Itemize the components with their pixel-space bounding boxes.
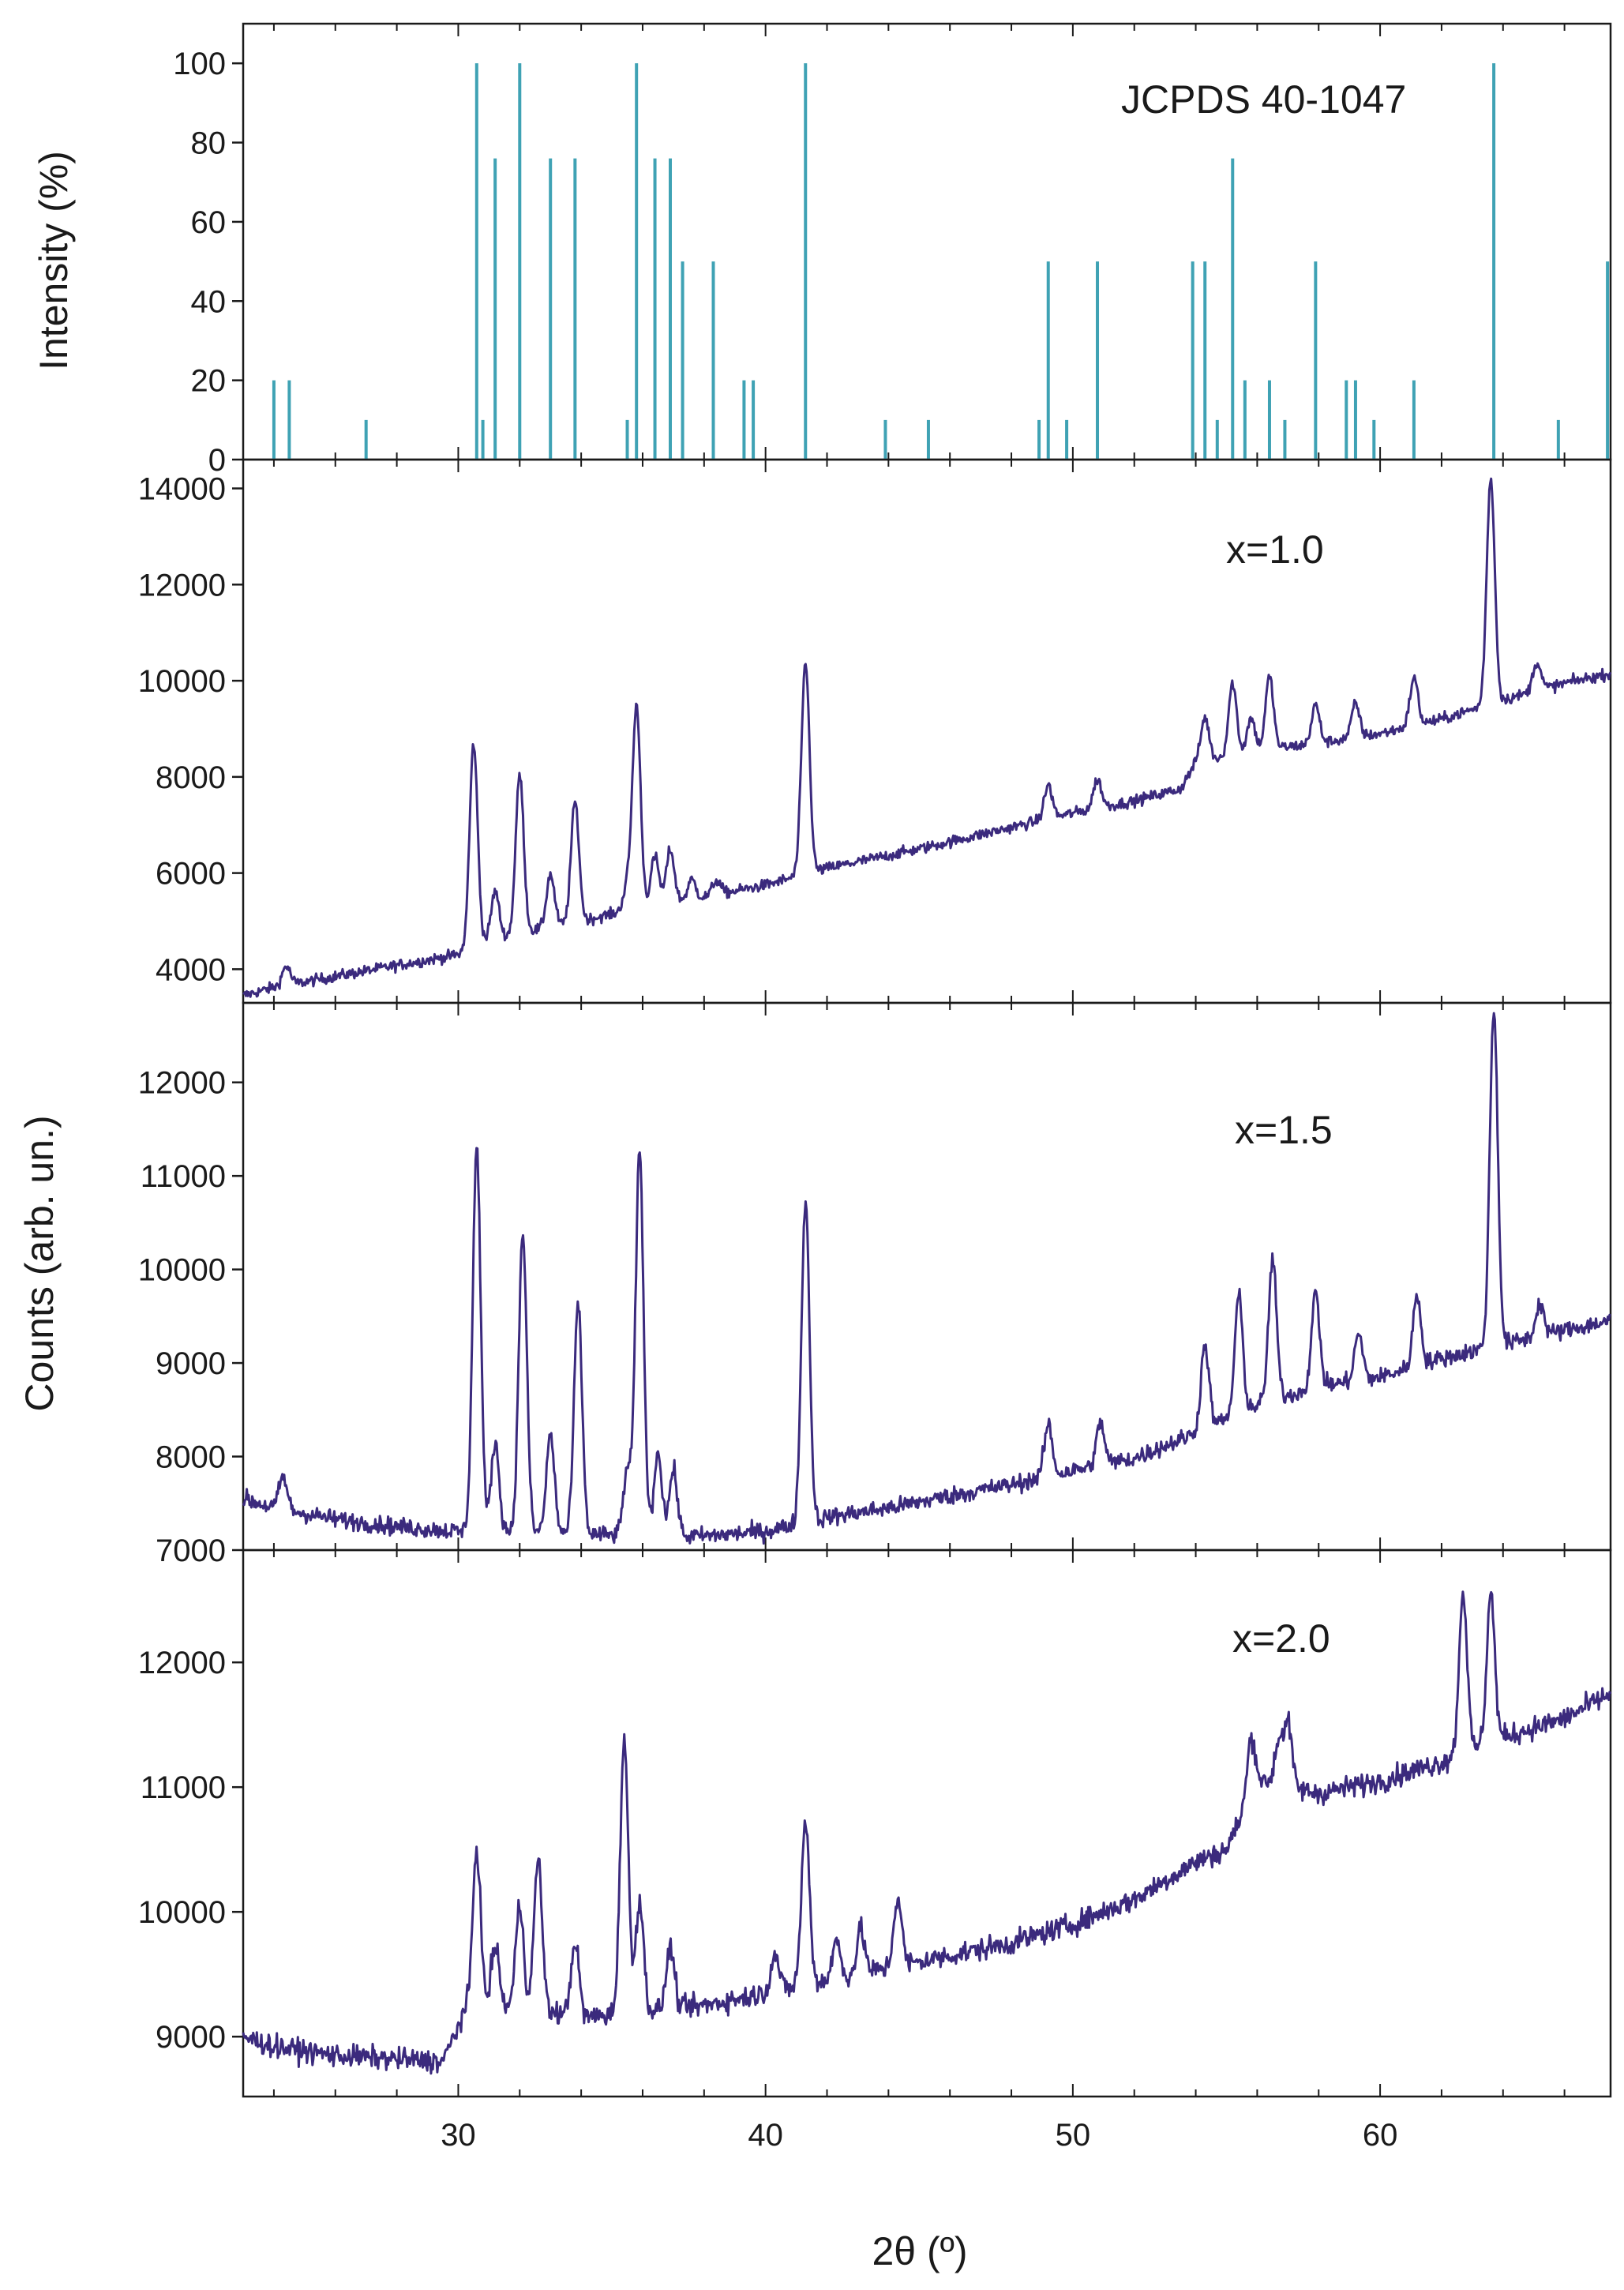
- x-tick-label: 60: [1363, 2118, 1398, 2153]
- x-tick-label: 40: [748, 2118, 783, 2153]
- y-tick-label: 12000: [138, 568, 226, 603]
- x-tick-label: 50: [1056, 2118, 1091, 2153]
- y-tick-label: 8000: [156, 1440, 226, 1475]
- y-tick-label: 10000: [138, 1253, 226, 1288]
- y-tick-label: 9000: [156, 2020, 226, 2055]
- y-tick-label: 40: [191, 284, 227, 319]
- y-tick-label: 0: [208, 443, 226, 478]
- x-axis-title: 2θ (º): [872, 2229, 967, 2273]
- y-tick-label: 11000: [141, 1770, 226, 1805]
- x-tick-label: 30: [441, 2118, 476, 2153]
- y-tick-label: 9000: [156, 1346, 226, 1381]
- xrd-pattern-line: [242, 477, 1612, 998]
- y-tick-label: 12000: [138, 1646, 226, 1680]
- y-tick-label: 7000: [156, 1534, 226, 1568]
- series-label-x1-5: x=1.5: [1235, 1108, 1333, 1152]
- series-label-x2-0: x=2.0: [1232, 1616, 1330, 1661]
- xrd-pattern-line: [242, 1012, 1611, 1545]
- y-tick-label: 12000: [138, 1066, 226, 1101]
- panel-x-2-0: 9000 10000 11000 12000: [138, 1549, 1612, 2098]
- series-label-x1-0: x=1.0: [1226, 527, 1324, 572]
- panels: 0 20 40 60 80 100 4000 6000 8000 10000 12000 14000 7…: [138, 22, 1612, 2153]
- y-tick-label: 100: [173, 47, 226, 81]
- y-tick-label: 6000: [156, 857, 226, 892]
- reference-y-axis-title: Intensity (%): [32, 151, 76, 370]
- panel-x-1-5: 7000 8000 9000 10000 11000 12000: [138, 1001, 1612, 1568]
- reference-card-label: JCPDS 40-1047: [1121, 77, 1406, 122]
- plot-frame: [242, 458, 1612, 1004]
- xrd-pattern-line: [242, 1590, 1612, 2075]
- panel-x-1-0: 4000 6000 8000 10000 12000 14000: [138, 458, 1612, 1004]
- y-tick-label: 60: [191, 205, 227, 240]
- y-tick-label: 8000: [156, 760, 226, 795]
- panel-reference: 0 20 40 60 80 100: [173, 22, 1612, 478]
- y-tick-label: 4000: [156, 952, 226, 987]
- plot-frame: [242, 1001, 1612, 1552]
- y-tick-label: 10000: [138, 1895, 226, 1930]
- y-tick-label: 11000: [141, 1159, 226, 1194]
- shared-y-axis-title: Counts (arb. un.): [17, 1115, 62, 1411]
- y-tick-label: 80: [191, 126, 227, 161]
- y-tick-label: 20: [191, 364, 227, 399]
- plot-frame: [242, 1549, 1612, 2098]
- y-tick-label: 10000: [138, 664, 226, 699]
- y-tick-label: 14000: [138, 472, 226, 507]
